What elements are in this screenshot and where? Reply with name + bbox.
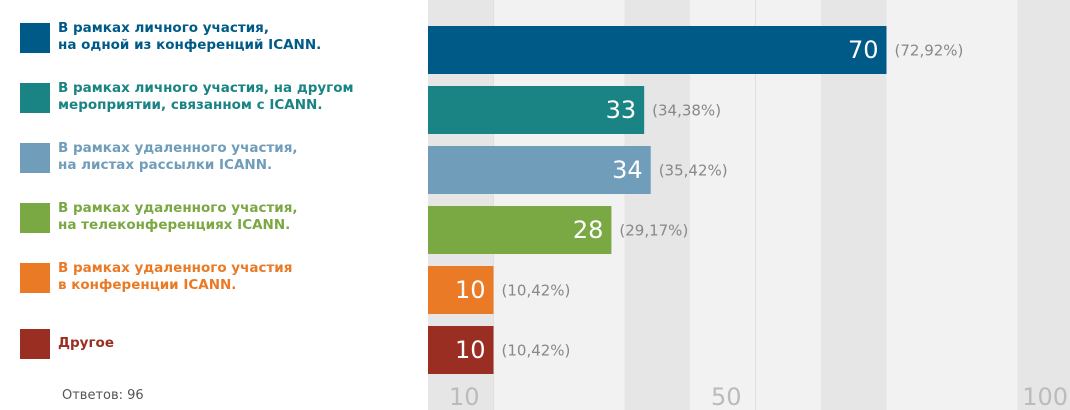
legend-item: Другое <box>20 329 114 359</box>
x-tick-label: 100 <box>1022 383 1068 410</box>
legend-swatch <box>20 329 50 359</box>
legend-label: В рамках удаленного участия, на листах р… <box>58 140 298 173</box>
legend-label: В рамках личного участия, на одной из ко… <box>58 20 322 53</box>
x-tick-label: 10 <box>449 383 480 410</box>
legend-label: Другое <box>58 335 114 351</box>
legend-label: В рамках личного участия, на другом меро… <box>58 80 354 113</box>
legend-swatch <box>20 83 50 113</box>
legend-swatch <box>20 263 50 293</box>
value-label: 10 <box>455 276 486 304</box>
background-band <box>952 0 1018 410</box>
x-tick-label: 50 <box>711 383 742 410</box>
bar <box>428 26 887 74</box>
footnote: Ответов: 96 <box>62 388 144 403</box>
value-label: 28 <box>573 216 604 244</box>
percent-label: (10,42%) <box>502 342 571 360</box>
background-band <box>1017 0 1070 410</box>
background-band <box>886 0 952 410</box>
bar <box>428 86 645 134</box>
legend-label: В рамках удаленного участия, на телеконф… <box>58 200 298 233</box>
percent-label: (34,38%) <box>652 102 721 120</box>
bar <box>428 326 494 374</box>
percent-label: (35,42%) <box>659 162 728 180</box>
legend-label: В рамках удаленного участия в конференци… <box>58 260 293 293</box>
legend-swatch <box>20 203 50 233</box>
legend-swatch <box>20 23 50 53</box>
value-label: 10 <box>455 336 486 364</box>
bar <box>428 206 612 254</box>
bar <box>428 266 494 314</box>
percent-label: (72,92%) <box>895 42 964 60</box>
value-label: 34 <box>612 156 643 184</box>
legend-item: В рамках удаленного участия, на телеконф… <box>20 200 298 234</box>
legend-item: В рамках удаленного участия, на листах р… <box>20 140 298 174</box>
legend-item: В рамках удаленного участия в конференци… <box>20 260 292 294</box>
legend-item: В рамках личного участия, на другом меро… <box>20 80 354 114</box>
legend-swatch <box>20 143 50 173</box>
legend-item: В рамках личного участия, на одной из ко… <box>20 20 321 54</box>
value-label: 70 <box>848 36 879 64</box>
percent-label: (29,17%) <box>619 222 688 240</box>
value-label: 33 <box>606 96 637 124</box>
percent-label: (10,42%) <box>502 282 571 300</box>
bar <box>428 146 651 194</box>
